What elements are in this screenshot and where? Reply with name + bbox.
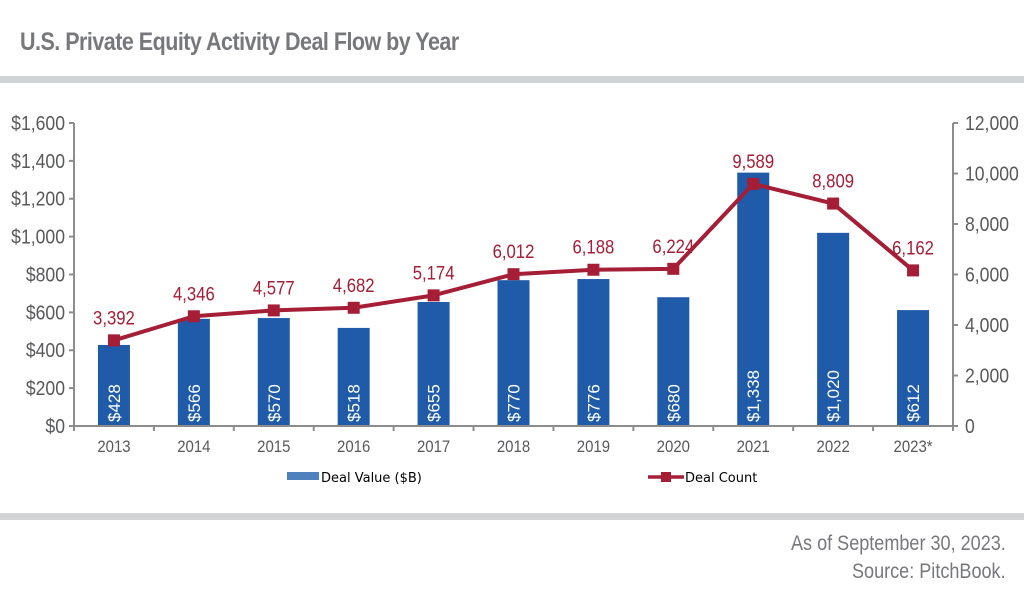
deal-count-marker: [747, 177, 760, 190]
right-tick-label: 12,000: [965, 112, 1019, 134]
line-series: 3,392 4,346 4,577 4,682 5,174 6,012 6,188 6,224…: [93, 151, 934, 347]
bar-2021: [737, 172, 770, 426]
left-tick-label: $200: [26, 377, 65, 399]
bar-2014: [177, 318, 210, 426]
right-tick-label: 4,000: [965, 314, 1009, 336]
bar-value-label: $776: [584, 384, 603, 422]
deal-count-label: 3,392: [93, 307, 135, 328]
deal-count-marker: [587, 263, 600, 276]
legend-label-deal-value: Deal Value ($B): [321, 471, 422, 486]
left-tick-label: $800: [26, 263, 65, 285]
deal-count-label: 8,809: [812, 171, 854, 192]
bar-value-label: $566: [185, 384, 204, 422]
bar-2022: [817, 232, 850, 426]
left-tick-label: $1,600: [11, 112, 65, 134]
bar-2020: [657, 297, 690, 426]
right-tick-label: 10,000: [965, 162, 1019, 184]
deal-count-label: 5,174: [413, 262, 455, 283]
x-tick-label: 2015: [257, 438, 290, 456]
legend-bar-swatch: [287, 472, 319, 480]
x-tick-label: 2018: [497, 438, 530, 456]
deal-count-label: 6,188: [573, 237, 615, 258]
deal-count-marker: [347, 301, 360, 314]
x-tick-label: 2021: [737, 438, 770, 456]
deal-count-label: 6,224: [652, 236, 694, 257]
deal-count-label: 6,162: [892, 237, 934, 258]
deal-count-marker: [187, 310, 200, 323]
bar-value-label: $680: [664, 384, 683, 422]
right-tick-label: 2,000: [965, 364, 1009, 386]
bar-2017: [417, 301, 450, 426]
deal-count-label: 6,012: [493, 241, 535, 262]
bar-value-label: $570: [265, 384, 284, 422]
deal-count-marker: [827, 197, 840, 210]
chart-title: U.S. Private Equity Activity Deal Flow b…: [20, 28, 459, 56]
right-tick-label: 8,000: [965, 213, 1009, 235]
bar-2018: [497, 280, 530, 426]
left-tick-label: $1,200: [11, 188, 65, 210]
x-tick-label: 2016: [337, 438, 370, 456]
bar-2019: [577, 279, 610, 426]
x-tick-label: 2013: [97, 438, 130, 456]
deal-count-marker: [427, 289, 440, 302]
left-tick-label: $1,400: [11, 150, 65, 172]
deal-count-label: 4,682: [333, 275, 375, 296]
deal-count-marker: [907, 264, 920, 277]
left-tick-label: $1,000: [11, 226, 65, 248]
left-tick-label: $600: [26, 301, 65, 323]
right-tick-label: 6,000: [965, 263, 1009, 285]
x-tick-label: 2014: [177, 438, 210, 456]
x-tick-label: 2023*: [894, 438, 933, 456]
legend-line-marker: [661, 472, 671, 482]
bar-value-label: $770: [505, 384, 524, 422]
bar-2013: [97, 344, 130, 426]
bottom-divider: [0, 513, 1024, 520]
bar-2023: [897, 310, 930, 426]
footer-date-note: As of September 30, 2023.: [791, 532, 1006, 555]
bar-value-label: $655: [425, 384, 444, 422]
x-tick-label: 2017: [417, 438, 450, 456]
deal-count-marker: [267, 304, 280, 317]
bar-series: $428 $566 $570 $518 $655 $770 $776 $680 $1,338 $1…: [97, 172, 930, 426]
bar-2015: [257, 318, 290, 426]
axes: $0 $200 $400 $600 $800 $1,000 $1,200 $1,400 $1,6…: [11, 112, 1019, 456]
bar-value-label: $612: [904, 384, 923, 422]
right-tick-label: 0: [965, 415, 975, 437]
top-divider: [0, 76, 1024, 83]
deal-count-marker: [107, 334, 120, 347]
bar-value-label: $1,020: [824, 370, 843, 422]
x-tick-label: 2020: [657, 438, 690, 456]
deal-count-marker: [667, 262, 680, 275]
bar-value-label: $518: [345, 384, 364, 422]
legend: Deal Value ($B) Deal Count: [287, 471, 757, 486]
bar-value-label: $428: [105, 384, 124, 422]
legend-label-deal-count: Deal Count: [685, 471, 757, 486]
x-tick-label: 2022: [817, 438, 850, 456]
deal-count-label: 4,577: [253, 277, 295, 298]
deal-count-marker: [507, 268, 520, 281]
deal-count-label: 9,589: [732, 151, 774, 172]
footer-source: Source: PitchBook.: [852, 560, 1006, 583]
left-tick-label: $400: [26, 339, 65, 361]
bar-2016: [337, 327, 370, 426]
bar-value-label: $1,338: [744, 370, 763, 422]
left-tick-label: $0: [45, 415, 65, 437]
deal-count-label: 4,346: [173, 283, 215, 304]
x-tick-label: 2019: [577, 438, 610, 456]
